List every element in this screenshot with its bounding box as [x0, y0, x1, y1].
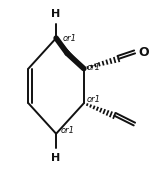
Text: or1: or1 — [60, 126, 74, 135]
Text: H: H — [51, 9, 61, 19]
Text: or1: or1 — [87, 95, 101, 104]
Text: or1: or1 — [87, 63, 101, 72]
Polygon shape — [56, 38, 84, 69]
Text: or1: or1 — [63, 34, 77, 43]
Text: O: O — [139, 46, 149, 59]
Text: H: H — [51, 153, 61, 163]
